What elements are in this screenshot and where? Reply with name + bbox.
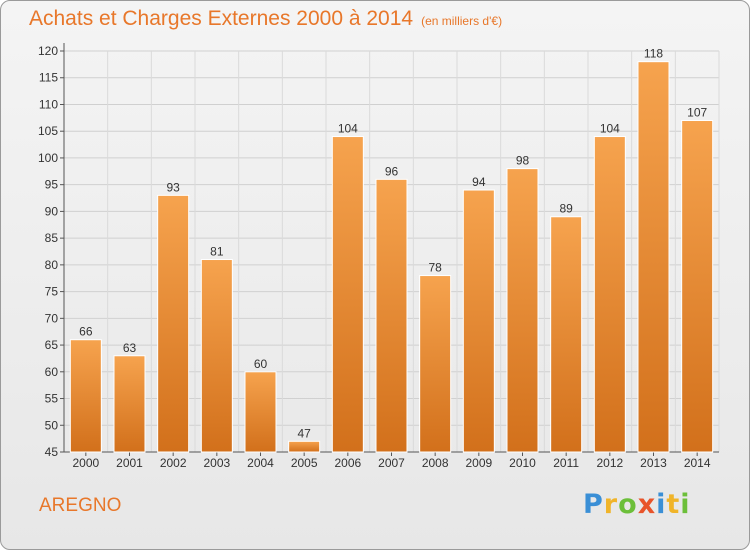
logo-letter: r bbox=[603, 489, 619, 520]
x-tick-label: 2006 bbox=[334, 456, 361, 470]
x-tick-label: 2003 bbox=[203, 456, 230, 470]
x-tick-label: 2005 bbox=[291, 456, 318, 470]
bar-value-label: 104 bbox=[600, 122, 620, 136]
bar bbox=[288, 440, 321, 453]
y-tick-label: 95 bbox=[45, 178, 59, 192]
chart-title: Achats et Charges Externes 2000 à 2014 bbox=[29, 7, 414, 30]
y-tick-label: 110 bbox=[39, 97, 58, 111]
chart-title-line: Achats et Charges Externes 2000 à 2014 (e… bbox=[29, 7, 502, 31]
bar bbox=[462, 189, 495, 453]
y-tick-label: 65 bbox=[45, 338, 59, 352]
y-tick-label: 60 bbox=[45, 365, 59, 379]
y-tick-label: 100 bbox=[38, 151, 58, 165]
proxiti-logo: Proxiti bbox=[583, 489, 691, 520]
bar bbox=[113, 355, 146, 453]
bar-value-label: 63 bbox=[123, 341, 137, 355]
x-tick-label: 2000 bbox=[72, 456, 99, 470]
bar-value-label: 47 bbox=[297, 426, 311, 440]
commune-name: AREGNO bbox=[39, 495, 122, 516]
y-tick-label: 55 bbox=[45, 392, 59, 406]
x-tick-label: 2014 bbox=[684, 456, 711, 470]
y-tick-label: 120 bbox=[38, 44, 58, 58]
bar bbox=[506, 168, 539, 453]
x-tick-label: 2012 bbox=[596, 456, 623, 470]
bar bbox=[244, 371, 277, 453]
bar-value-label: 104 bbox=[338, 122, 358, 136]
bar-value-label: 78 bbox=[428, 261, 442, 275]
chart-subtitle: (en milliers d'€) bbox=[421, 14, 503, 28]
bar-value-label: 96 bbox=[385, 164, 399, 178]
y-tick-label: 75 bbox=[45, 285, 59, 299]
x-tick-label: 2010 bbox=[509, 456, 536, 470]
labels: 45 50 55 60 65 70 75 80 85 90 95 100 105 110 115 120 66 2… bbox=[38, 44, 711, 470]
bar-value-label: 94 bbox=[472, 175, 486, 189]
bar-value-label: 81 bbox=[210, 245, 224, 259]
y-tick-label: 105 bbox=[38, 124, 58, 138]
bar bbox=[637, 61, 670, 453]
y-tick-label: 90 bbox=[45, 204, 59, 218]
bar-value-label: 107 bbox=[687, 106, 707, 120]
bar bbox=[200, 259, 233, 453]
x-tick-label: 2009 bbox=[465, 456, 492, 470]
y-tick-label: 50 bbox=[45, 418, 59, 432]
logo-letter: o bbox=[618, 489, 638, 520]
bar-value-label: 93 bbox=[166, 180, 180, 194]
y-tick-label: 115 bbox=[39, 71, 58, 85]
y-tick-label: 85 bbox=[45, 231, 59, 245]
bar-value-label: 89 bbox=[559, 202, 573, 216]
x-tick-label: 2001 bbox=[116, 456, 143, 470]
logo-letter: t bbox=[666, 489, 681, 520]
x-tick-label: 2007 bbox=[378, 456, 405, 470]
x-tick-label: 2013 bbox=[640, 456, 667, 470]
bar-value-label: 98 bbox=[516, 154, 530, 168]
x-tick-label: 2011 bbox=[553, 456, 579, 470]
bar-value-label: 118 bbox=[644, 47, 663, 61]
x-tick-label: 2002 bbox=[160, 456, 187, 470]
bar bbox=[157, 194, 190, 453]
bar bbox=[419, 275, 452, 453]
logo-letter: x bbox=[637, 489, 657, 520]
bar bbox=[550, 216, 583, 453]
bar bbox=[375, 178, 408, 453]
bar bbox=[681, 120, 714, 453]
y-tick-label: 70 bbox=[45, 311, 59, 325]
logo-letter: i bbox=[656, 489, 667, 520]
x-tick-label: 2008 bbox=[422, 456, 449, 470]
bar-value-label: 66 bbox=[79, 325, 93, 339]
y-tick-label: 45 bbox=[45, 445, 59, 459]
logo-letter: P bbox=[583, 489, 604, 520]
bar bbox=[593, 136, 626, 453]
bar-value-label: 60 bbox=[254, 357, 268, 371]
bar bbox=[331, 136, 364, 453]
logo-letter: i bbox=[680, 489, 691, 520]
bars bbox=[69, 61, 714, 453]
y-tick-label: 80 bbox=[45, 258, 59, 272]
bar bbox=[69, 339, 102, 453]
x-tick-label: 2004 bbox=[247, 456, 274, 470]
